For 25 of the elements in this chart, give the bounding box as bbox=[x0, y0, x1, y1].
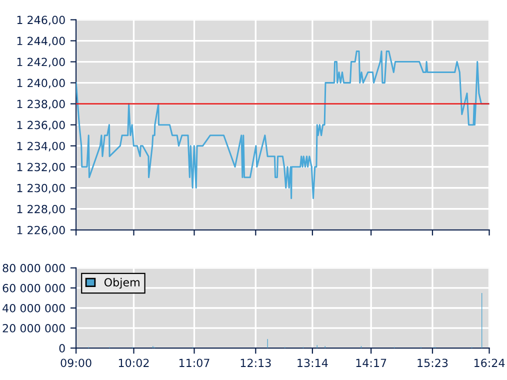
y-tick-label: 1 238,00 bbox=[17, 100, 65, 110]
y-tick-label: 1 244,00 bbox=[17, 36, 65, 46]
y-tick-label: 1 234,00 bbox=[17, 142, 65, 152]
y-tick-label: 60 000 000 bbox=[2, 284, 65, 292]
y-tick-label: 1 228,00 bbox=[17, 204, 65, 214]
x-tick-label: 09:00 bbox=[60, 358, 92, 368]
y-tick-label: 1 242,00 bbox=[17, 58, 65, 68]
y-tick-label: 40 000 000 bbox=[2, 304, 65, 312]
x-tick-label: 13:14 bbox=[298, 358, 328, 368]
x-tick-label: 14:17 bbox=[356, 358, 386, 367]
x-tick-label: 12:13 bbox=[240, 358, 271, 368]
y-tick-label: 1 236,00 bbox=[17, 120, 65, 130]
y-tick-label: 1 240,00 bbox=[17, 78, 65, 88]
y-tick-label: 0 bbox=[59, 344, 65, 352]
x-tick-label: 16:24 bbox=[474, 358, 505, 368]
y-tick-label: 20 000 000 bbox=[2, 324, 65, 332]
x-tick-label: 15:23 bbox=[418, 358, 448, 368]
x-tick-label: 11:07 bbox=[179, 358, 210, 368]
y-tick-label: 1 226,00 bbox=[17, 226, 65, 236]
y-tick-label: 1 246,00 bbox=[17, 16, 65, 26]
y-tick-label: 1 230,00 bbox=[17, 184, 65, 194]
legend-label: Objem bbox=[104, 278, 140, 289]
y-tick-label: 1 232,00 bbox=[17, 162, 65, 172]
y-tick-label: 80 000 000 bbox=[2, 264, 65, 272]
x-tick-label: 10:02 bbox=[118, 358, 149, 368]
